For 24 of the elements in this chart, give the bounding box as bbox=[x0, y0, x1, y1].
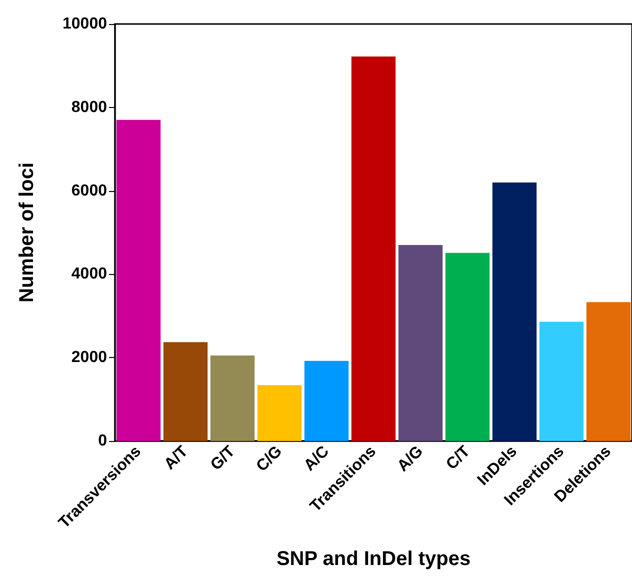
y-tick-label: 0 bbox=[98, 432, 108, 450]
x-tick-label: C/G bbox=[253, 442, 286, 476]
bar bbox=[116, 120, 161, 441]
bar bbox=[257, 385, 302, 441]
bar bbox=[586, 302, 631, 441]
x-tick-label: A/T bbox=[161, 442, 192, 474]
bar bbox=[304, 360, 349, 441]
y-tick-label: 6000 bbox=[71, 182, 108, 200]
x-tick-label: G/T bbox=[208, 442, 239, 474]
y-tick-label: 4000 bbox=[71, 266, 108, 283]
y-tick-label: 10000 bbox=[62, 16, 108, 32]
bar bbox=[445, 252, 490, 441]
y-tick-label: 8000 bbox=[71, 98, 108, 116]
y-tick-label: 2000 bbox=[71, 349, 108, 366]
bar bbox=[539, 322, 584, 441]
x-axis-title: SNP and InDel types bbox=[276, 548, 471, 570]
bar bbox=[163, 342, 208, 441]
x-tick-label: A/G bbox=[394, 442, 427, 476]
bar bbox=[398, 245, 443, 441]
y-axis-title: Number of loci bbox=[16, 162, 38, 303]
x-tick-label: C/T bbox=[443, 442, 474, 474]
bar bbox=[492, 182, 537, 441]
bar bbox=[351, 56, 396, 441]
bar bbox=[210, 356, 255, 441]
